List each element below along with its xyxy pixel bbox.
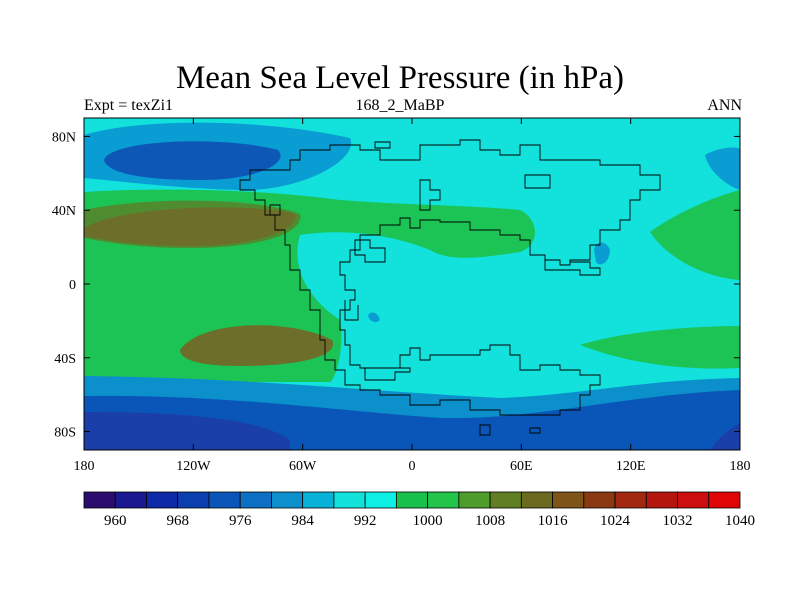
region-south-indian-high (580, 326, 740, 369)
colorbar-swatch (552, 491, 585, 509)
lat-tick-label: 40N (52, 204, 76, 219)
coastline-inner-8 (529, 427, 541, 434)
colorbar-swatch (677, 491, 710, 509)
lon-tick-label: 180 (74, 459, 95, 474)
colorbar-label: 976 (229, 513, 252, 529)
colorbar-swatch (146, 491, 179, 509)
contour-fill (84, 118, 740, 450)
coastlines (239, 139, 661, 436)
colorbar-swatch (708, 491, 741, 509)
colorbar-label: 1008 (475, 513, 505, 529)
axes: 80N 40N 0 40S 80S 180 120W 60W 0 60E 120E 180 (52, 118, 751, 474)
colorbar-swatch (83, 491, 116, 509)
region-small-low-1 (594, 242, 610, 265)
coastline-inner-1 (419, 179, 441, 211)
coastline-inner-3 (354, 239, 386, 263)
colorbar-swatch (208, 491, 241, 509)
season-label: ANN (707, 97, 742, 114)
region-deep-southern-low (84, 412, 290, 450)
coastline-inner-2 (524, 174, 551, 189)
map-title: Mean Sea Level Pressure (in hPa) (175, 60, 625, 96)
colorbar-label: 1040 (725, 513, 755, 529)
colorbar-swatch (489, 491, 522, 509)
colorbar-label: 1016 (538, 513, 569, 529)
lat-tick-label: 80N (52, 130, 76, 145)
experiment-label: Expt = texZi1 (84, 97, 174, 114)
coastline-inner-5 (374, 141, 391, 149)
lat-tick-label: 80S (54, 426, 76, 441)
coastline-inner-7 (479, 424, 491, 436)
lon-tick-label: 0 (409, 459, 416, 474)
colorbar-swatch (302, 491, 335, 509)
region-arctic-low-east (705, 147, 740, 190)
colorbar-label: 960 (104, 513, 127, 529)
colorbar-swatch (458, 491, 491, 509)
coastline-inner-10 (344, 300, 359, 321)
lon-tick-label: 60E (510, 459, 533, 474)
colorbar-swatch (364, 491, 397, 509)
colorbar-swatch (395, 491, 429, 509)
colorbar-swatch (239, 491, 272, 509)
colorbar-swatch (645, 491, 678, 509)
colorbar-label: 1032 (663, 513, 693, 529)
lon-tick-label: 180 (730, 459, 751, 474)
colorbar-label: 984 (291, 513, 314, 529)
colorbar-label: 968 (166, 513, 189, 529)
colorbar-swatch (271, 491, 304, 509)
region-arctic-low-center (104, 141, 281, 180)
coastline-inner-4 (269, 204, 281, 216)
lon-tick-label: 120E (616, 459, 646, 474)
colorbar-swatch (333, 491, 366, 509)
lon-tick-label: 120W (176, 459, 211, 474)
colorbar-swatch (583, 491, 616, 509)
lat-tick-label: 0 (69, 278, 76, 293)
colorbar-label: 992 (354, 513, 377, 529)
lat-tick-label: 40S (54, 352, 76, 367)
period-label: 168_2_MaBP (355, 97, 445, 114)
colorbar-swatch (614, 491, 647, 509)
lon-tick-label: 60W (289, 459, 317, 474)
colorbar-swatch (177, 491, 210, 509)
colorbar-swatch (520, 491, 553, 509)
colorbar-swatch (114, 491, 147, 509)
region-north-pacific-high (84, 207, 296, 246)
region-eastern-pacific-high (650, 190, 740, 280)
colorbar: 960 968 976 984 992 1000 1008 1016 1024 1032 1040 (83, 491, 755, 529)
colorbar-swatch (427, 491, 460, 509)
coastline-inner-9 (544, 258, 601, 276)
coastline-inner-6 (364, 367, 411, 381)
coastline-pangea (239, 139, 661, 416)
region-small-low-2 (368, 312, 380, 323)
region-deep-southern-low-east (710, 424, 740, 450)
region-south-pacific-high (180, 325, 334, 366)
colorbar-label: 1000 (413, 513, 443, 529)
colorbar-label: 1024 (600, 513, 631, 529)
